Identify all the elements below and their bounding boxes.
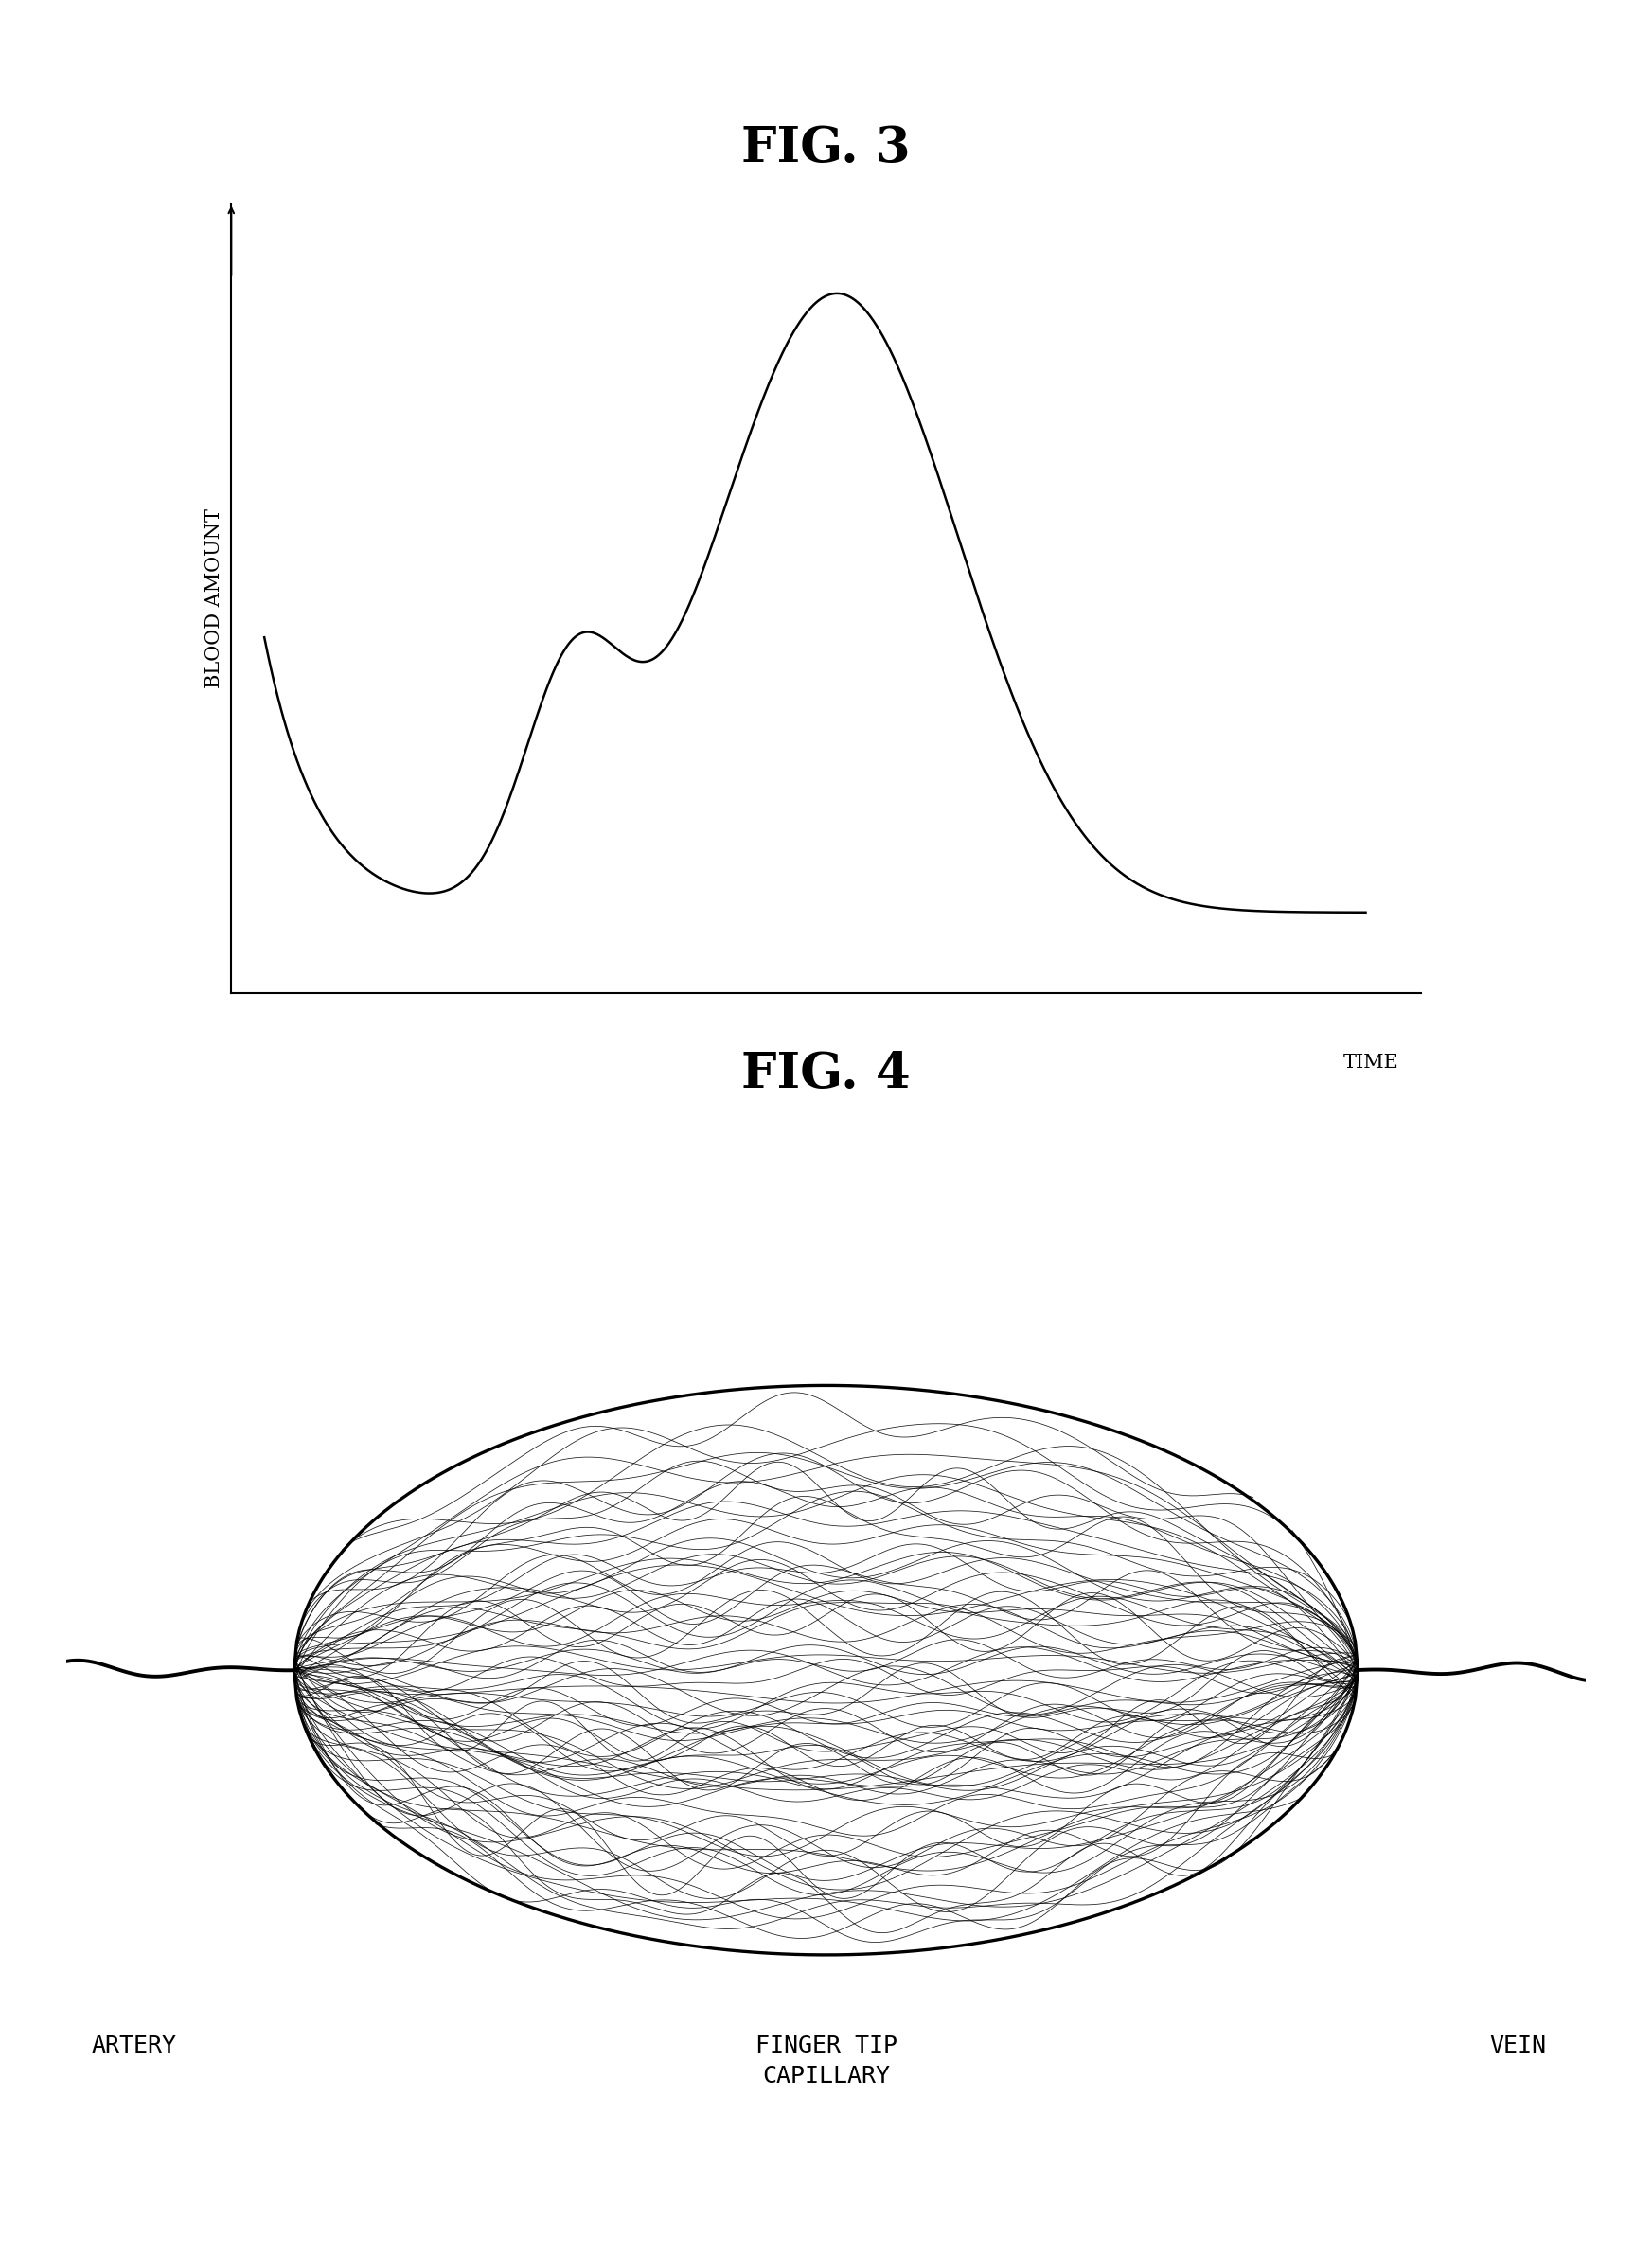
Text: FINGER TIP
CAPILLARY: FINGER TIP CAPILLARY (755, 2036, 897, 2088)
Text: FIG. 3: FIG. 3 (742, 124, 910, 172)
Text: TIME: TIME (1343, 1054, 1399, 1072)
Text: VEIN: VEIN (1488, 2036, 1546, 2058)
Text: FIG. 4: FIG. 4 (742, 1050, 910, 1097)
Text: ARTERY: ARTERY (93, 2036, 177, 2058)
Y-axis label: BLOOD AMOUNT: BLOOD AMOUNT (205, 508, 223, 688)
